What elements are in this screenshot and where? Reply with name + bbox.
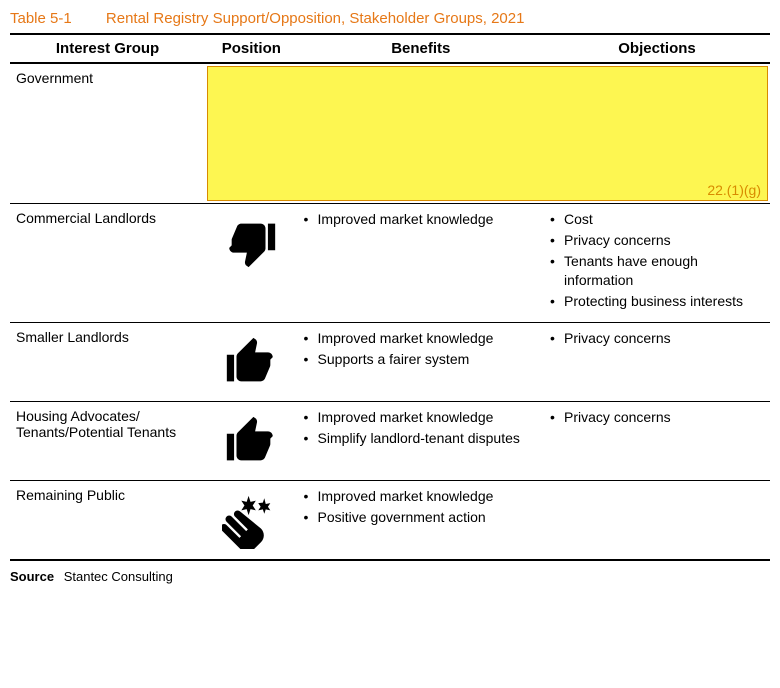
cell-position <box>205 323 297 402</box>
objection-item: Privacy concerns <box>550 329 764 348</box>
thumbs-up-icon <box>211 329 291 391</box>
cell-benefits: Improved market knowledge Positive gover… <box>298 481 544 561</box>
benefit-item: Positive government action <box>304 508 538 527</box>
source-line: Source Stantec Consulting <box>10 569 770 584</box>
col-header-benefits: Benefits <box>298 34 544 63</box>
col-header-objections: Objections <box>544 34 770 63</box>
objection-item: Protecting business interests <box>550 292 764 311</box>
redaction-box: 22.(1)(g) <box>207 66 768 201</box>
objection-item: Tenants have enough information <box>550 252 764 290</box>
cell-position <box>205 402 297 481</box>
benefit-item: Improved market knowledge <box>304 487 538 506</box>
cell-group: Housing Advocates/ Tenants/Potential Ten… <box>10 402 205 481</box>
table-row: Remaining Public Improved market knowled… <box>10 481 770 561</box>
table-row: Housing Advocates/ Tenants/Potential Ten… <box>10 402 770 481</box>
cell-position <box>205 204 297 323</box>
redacted-cell: 22.(1)(g) <box>205 63 770 204</box>
benefit-item: Improved market knowledge <box>304 329 538 348</box>
cell-group: Remaining Public <box>10 481 205 561</box>
thumbs-down-icon <box>211 210 291 272</box>
col-header-group: Interest Group <box>10 34 205 63</box>
clapping-icon <box>211 487 291 549</box>
col-header-position: Position <box>205 34 297 63</box>
cell-objections: Cost Privacy concerns Tenants have enoug… <box>544 204 770 323</box>
table-title: Rental Registry Support/Opposition, Stak… <box>106 10 525 27</box>
objection-item: Privacy concerns <box>550 231 764 250</box>
cell-group: Smaller Landlords <box>10 323 205 402</box>
table-row: Smaller Landlords Improved market knowle… <box>10 323 770 402</box>
table-row: Commercial Landlords Improved market kno… <box>10 204 770 323</box>
redaction-reference: 22.(1)(g) <box>707 182 761 198</box>
cell-group: Government <box>10 63 205 204</box>
cell-objections: Privacy concerns <box>544 402 770 481</box>
stakeholder-table: Interest Group Position Benefits Objecti… <box>10 33 770 561</box>
table-number: Table 5-1 <box>10 10 72 27</box>
cell-objections <box>544 481 770 561</box>
benefit-item: Improved market knowledge <box>304 408 538 427</box>
cell-objections: Privacy concerns <box>544 323 770 402</box>
cell-group: Commercial Landlords <box>10 204 205 323</box>
table-row: Government 22.(1)(g) <box>10 63 770 204</box>
objection-item: Privacy concerns <box>550 408 764 427</box>
benefit-item: Improved market knowledge <box>304 210 538 229</box>
benefit-item: Simplify landlord-tenant disputes <box>304 429 538 448</box>
cell-benefits: Improved market knowledge <box>298 204 544 323</box>
cell-benefits: Improved market knowledge Supports a fai… <box>298 323 544 402</box>
table-caption: Table 5-1 Rental Registry Support/Opposi… <box>10 10 770 27</box>
thumbs-up-icon <box>211 408 291 470</box>
source-text: Stantec Consulting <box>64 569 173 584</box>
table-header-row: Interest Group Position Benefits Objecti… <box>10 34 770 63</box>
cell-benefits: Improved market knowledge Simplify landl… <box>298 402 544 481</box>
benefit-item: Supports a fairer system <box>304 350 538 369</box>
cell-position <box>205 481 297 561</box>
objection-item: Cost <box>550 210 764 229</box>
source-label: Source <box>10 569 54 584</box>
